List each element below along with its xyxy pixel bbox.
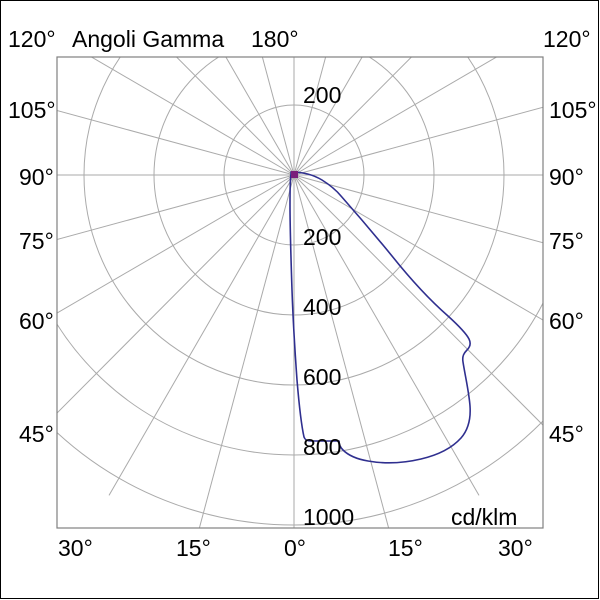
bottom-angle-label-15-left: 15°	[176, 535, 211, 561]
right-angle-label-75: 75°	[549, 228, 584, 254]
plot-frame	[56, 56, 544, 529]
left-angle-label-105: 105°	[8, 97, 56, 123]
top-center-angle-label: 180°	[251, 26, 299, 52]
pole-marker	[291, 171, 298, 178]
bottom-angle-label-0: 0°	[284, 535, 306, 561]
top-right-angle-label: 120°	[543, 26, 591, 52]
intensity-curve	[289, 171, 471, 464]
page-title: Angoli Gamma	[72, 26, 225, 52]
radial-label-800: 800	[303, 434, 342, 460]
right-angle-label-60: 60°	[549, 308, 584, 334]
right-angle-label-90: 90°	[549, 164, 584, 190]
radial-label-upper-200: 200	[303, 82, 342, 108]
bottom-angle-label-30-right: 30°	[498, 535, 533, 561]
left-angle-label-45: 45°	[19, 421, 54, 447]
radial-label-400: 400	[303, 294, 342, 320]
radial-label-600: 600	[303, 364, 342, 390]
right-angle-label-45: 45°	[549, 421, 584, 447]
left-angle-label-60: 60°	[19, 308, 54, 334]
top-left-angle-label: 120°	[8, 26, 56, 52]
plot-background	[57, 57, 543, 528]
grid-spokes	[57, 57, 543, 528]
bottom-angle-label-30-left: 30°	[58, 535, 93, 561]
radial-label-200: 200	[303, 224, 342, 250]
unit-label: cd/klm	[451, 504, 518, 530]
radial-label-1000: 1000	[303, 504, 355, 530]
left-angle-label-75: 75°	[19, 228, 54, 254]
left-angle-label-90: 90°	[19, 164, 54, 190]
right-angle-label-105: 105°	[549, 97, 597, 123]
bottom-angle-label-15-right: 15°	[388, 535, 423, 561]
polar-grid	[57, 57, 543, 528]
